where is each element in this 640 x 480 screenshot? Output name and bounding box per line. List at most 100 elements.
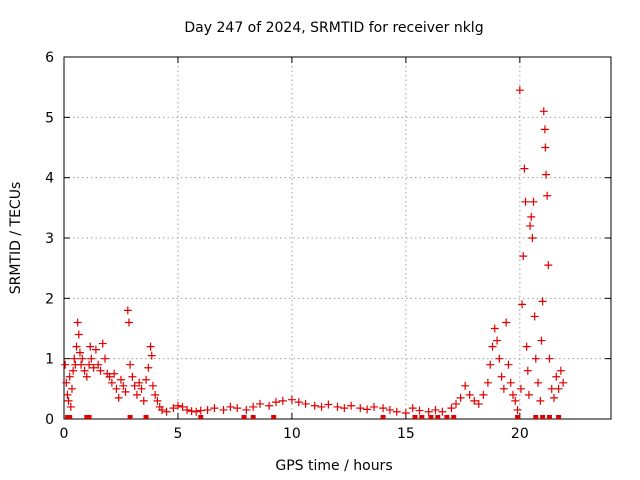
data-point-130	[531, 354, 540, 363]
zero-marker-10	[380, 415, 386, 419]
data-point-21	[89, 363, 98, 372]
data-point-72	[278, 396, 287, 405]
data-point-22	[91, 345, 100, 354]
data-point-116	[515, 86, 524, 95]
data-point-119	[519, 252, 528, 261]
data-point-41	[132, 390, 141, 399]
tick-labels: 0 5 10 15 20 0 1 2 3 4 5 6	[45, 50, 529, 442]
data-point-16	[80, 366, 89, 375]
data-point-74	[294, 398, 303, 407]
data-point-87	[392, 407, 401, 416]
data-point-140	[544, 261, 553, 270]
zero-marker-1	[67, 415, 73, 419]
data-point-113	[508, 390, 517, 399]
data-point-112	[506, 378, 515, 387]
x-tick-label-3: 15	[397, 426, 415, 442]
x-tick-label-2: 10	[283, 426, 301, 442]
data-point-101	[479, 390, 488, 399]
data-point-60	[192, 407, 201, 416]
data-point-139	[543, 191, 552, 200]
y-tick-label-4: 4	[45, 171, 54, 187]
data-point-76	[310, 401, 319, 410]
data-point-94	[447, 404, 456, 413]
y-axis-label: SRMTID / TECUs	[8, 182, 24, 295]
data-point-57	[178, 402, 187, 411]
data-point-19	[86, 342, 95, 351]
data-point-34	[119, 381, 128, 390]
data-point-32	[114, 393, 123, 402]
data-point-115	[513, 405, 522, 414]
data-point-131	[534, 378, 543, 387]
data-point-63	[210, 404, 219, 413]
data-point-106	[493, 336, 502, 345]
data-point-90	[415, 406, 424, 415]
data-point-48	[147, 351, 156, 360]
data-point-59	[187, 407, 196, 416]
data-point-17	[82, 372, 91, 381]
data-point-136	[540, 125, 549, 134]
data-point-15	[78, 354, 87, 363]
data-point-129	[530, 312, 539, 321]
data-point-66	[233, 404, 242, 413]
data-point-29	[107, 378, 116, 387]
data-point-26	[101, 354, 110, 363]
y-tick-label-5: 5	[45, 110, 54, 126]
data-point-3	[64, 396, 73, 405]
data-point-92	[431, 405, 440, 414]
data-point-43	[137, 384, 146, 393]
data-point-146	[556, 366, 565, 375]
data-point-83	[363, 405, 372, 414]
data-point-61	[196, 406, 205, 415]
zero-marker-13	[428, 415, 434, 419]
data-point-6	[67, 384, 76, 393]
data-point-68	[249, 402, 258, 411]
data-point-53	[158, 405, 167, 414]
data-point-145	[554, 384, 563, 393]
data-point-125	[526, 221, 535, 230]
data-point-49	[148, 381, 157, 390]
data-point-105	[490, 324, 499, 333]
data-point-62	[203, 405, 212, 414]
zero-marker-20	[546, 415, 552, 419]
data-point-30	[110, 369, 119, 378]
data-point-79	[333, 402, 342, 411]
data-point-132	[536, 396, 545, 405]
data-point-36	[123, 306, 132, 315]
data-point-35	[121, 387, 130, 396]
zero-marker-7	[241, 415, 247, 419]
data-point-14	[77, 360, 86, 369]
data-point-118	[518, 300, 527, 309]
data-point-5	[66, 402, 75, 411]
data-point-65	[226, 402, 235, 411]
x-axis-label: GPS time / hours	[275, 458, 392, 474]
zero-marker-21	[556, 415, 562, 419]
data-point-86	[385, 405, 394, 414]
data-point-111	[504, 360, 513, 369]
data-point-84	[369, 402, 378, 411]
data-point-58	[183, 405, 192, 414]
data-point-11	[73, 318, 82, 327]
data-point-54	[162, 407, 171, 416]
data-point-108	[497, 372, 506, 381]
x-tick-label-0: 0	[60, 426, 69, 442]
zero-marker-19	[540, 415, 546, 419]
data-point-97	[461, 381, 470, 390]
data-point-81	[347, 401, 356, 410]
data-point-75	[301, 399, 310, 408]
x-tick-label-4: 20	[511, 426, 529, 442]
zero-marker-16	[451, 415, 457, 419]
zero-marker-15	[444, 415, 450, 419]
zero-marker-18	[533, 415, 539, 419]
data-points	[61, 86, 568, 419]
data-point-55	[169, 404, 178, 413]
data-point-127	[528, 234, 537, 242]
data-point-91	[424, 407, 433, 416]
data-point-96	[456, 393, 465, 402]
data-point-107	[495, 354, 504, 363]
zero-marker-8	[250, 415, 256, 419]
data-point-39	[128, 372, 137, 381]
data-point-102	[483, 378, 492, 387]
zero-marker-11	[412, 415, 418, 419]
zero-marker-5	[143, 415, 149, 419]
data-point-67	[242, 405, 251, 414]
